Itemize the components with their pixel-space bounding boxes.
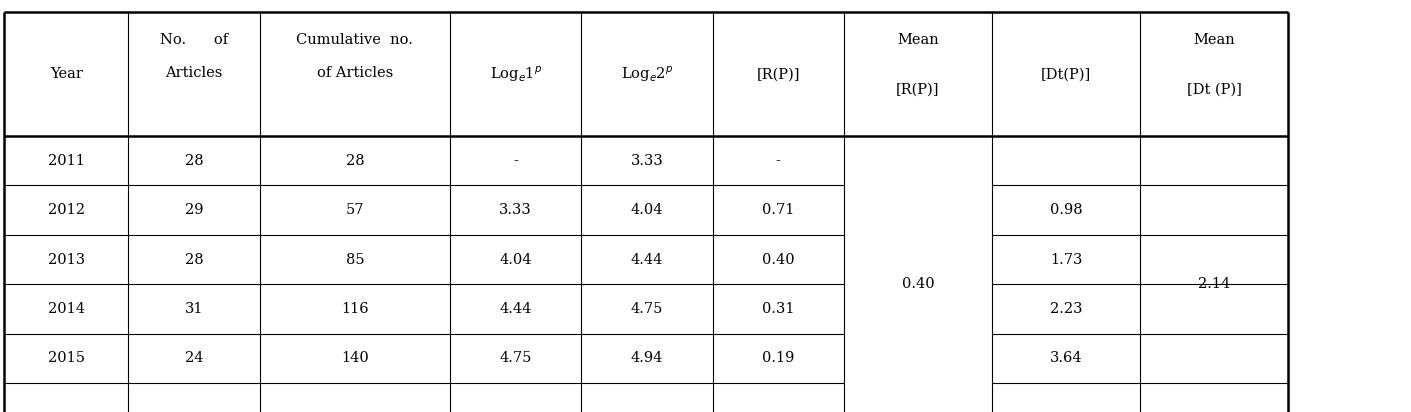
Text: [R(P)]: [R(P)] [756,67,800,81]
Text: Articles: Articles [165,66,223,80]
Text: 2011: 2011 [48,154,85,168]
Text: 57: 57 [346,203,364,217]
Text: 85: 85 [346,253,364,267]
Text: Log$_e$2$^p$: Log$_e$2$^p$ [621,64,673,84]
Text: 3.33: 3.33 [631,154,663,168]
Text: 3.64: 3.64 [1050,351,1082,365]
Text: 28: 28 [185,154,203,168]
Text: 1.73: 1.73 [1050,253,1082,267]
Text: 4.44: 4.44 [631,253,663,267]
Text: Log$_e$1$^p$: Log$_e$1$^p$ [490,64,542,84]
Text: Mean: Mean [1194,33,1235,47]
Text: 28: 28 [185,253,203,267]
Text: 28: 28 [346,154,364,168]
Text: [Dt(P)]: [Dt(P)] [1041,67,1091,81]
Text: Mean: Mean [897,33,938,47]
Text: 3.33: 3.33 [499,203,532,217]
Text: 24: 24 [185,351,203,365]
Text: 140: 140 [341,351,368,365]
Text: 4.44: 4.44 [499,302,532,316]
Text: 116: 116 [341,302,368,316]
Text: Year: Year [49,67,83,81]
Text: 0.71: 0.71 [762,203,794,217]
Text: 0.98: 0.98 [1050,203,1082,217]
Text: 4.75: 4.75 [631,302,663,316]
Text: 2015: 2015 [48,351,85,365]
Text: 2.23: 2.23 [1050,302,1082,316]
Text: -: - [776,154,780,168]
Text: 0.31: 0.31 [762,302,794,316]
Text: 29: 29 [185,203,203,217]
Text: 2012: 2012 [48,203,85,217]
Text: [Dt (P)]: [Dt (P)] [1187,82,1242,96]
Text: 0.40: 0.40 [902,277,934,291]
Text: 0.40: 0.40 [762,253,794,267]
Text: 4.75: 4.75 [499,351,532,365]
Text: 2013: 2013 [48,253,85,267]
Text: 4.04: 4.04 [631,203,663,217]
Text: No.      of: No. of [159,33,229,47]
Text: Cumulative  no.: Cumulative no. [296,33,413,47]
Text: 4.04: 4.04 [499,253,532,267]
Text: -: - [514,154,518,168]
Text: 2.14: 2.14 [1198,277,1230,291]
Text: 31: 31 [185,302,203,316]
Text: [R(P)]: [R(P)] [896,82,940,96]
Text: 4.94: 4.94 [631,351,663,365]
Text: of Articles: of Articles [316,66,394,80]
Text: 2014: 2014 [48,302,85,316]
Text: 0.19: 0.19 [762,351,794,365]
